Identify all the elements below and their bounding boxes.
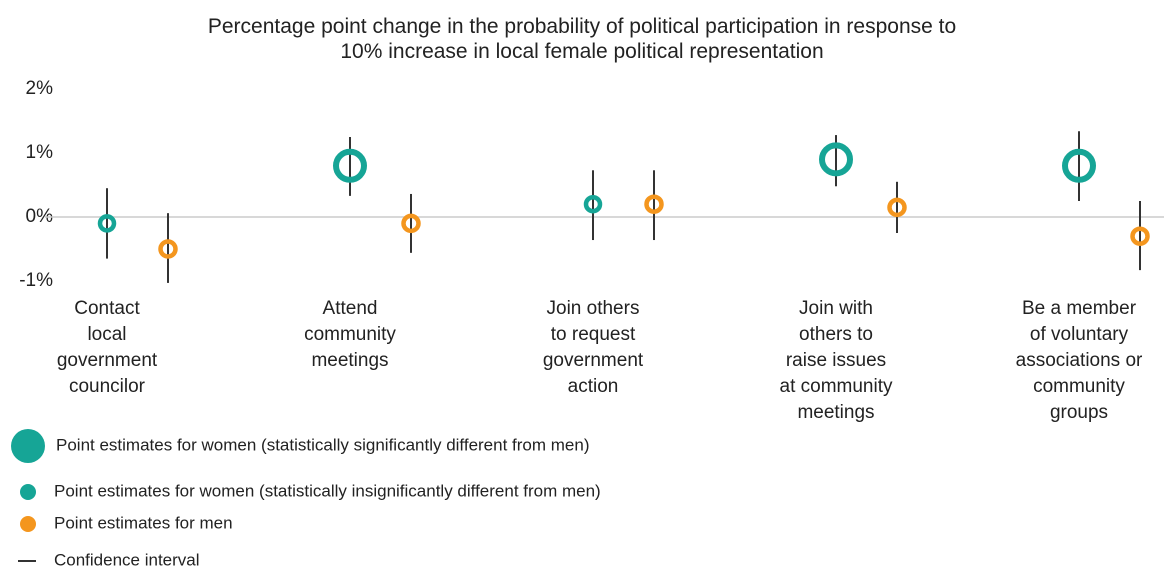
- point-estimate: [644, 194, 664, 214]
- legend-label: Confidence interval: [54, 550, 200, 568]
- point-estimate: [1130, 226, 1150, 246]
- point-estimate: [1062, 148, 1096, 183]
- legend-symbol: [11, 429, 45, 463]
- legend-label: Point estimates for men: [54, 513, 233, 532]
- x-tick-label: Contact local government councilor: [56, 298, 158, 397]
- legend-symbol: [20, 484, 36, 500]
- y-tick-label: 1%: [26, 142, 54, 163]
- chart-title: Percentage point change in the probabili…: [207, 15, 957, 63]
- point-estimate: [401, 213, 421, 234]
- y-tick-label: -1%: [19, 270, 53, 291]
- legend-symbol: [20, 516, 36, 532]
- y-tick-label: 0%: [26, 206, 54, 227]
- legend-label: Point estimates for women (statistically…: [54, 481, 601, 500]
- point-estimate: [583, 194, 603, 214]
- point-estimate: [819, 142, 853, 177]
- point-estimate: [333, 148, 367, 183]
- y-tick-label: 2%: [26, 78, 54, 99]
- x-tick-label: Attend community meetings: [304, 298, 396, 371]
- point-estimate: [887, 197, 907, 218]
- point-estimate: [158, 239, 178, 259]
- point-estimate: [97, 214, 117, 233]
- x-tick-label: Be a member of voluntary associations or…: [1015, 298, 1143, 423]
- legend-label: Point estimates for women (statistically…: [56, 435, 590, 454]
- x-tick-label: Join others to request government action: [542, 298, 644, 397]
- x-tick-label: Join with others to raise issues at comm…: [779, 298, 893, 423]
